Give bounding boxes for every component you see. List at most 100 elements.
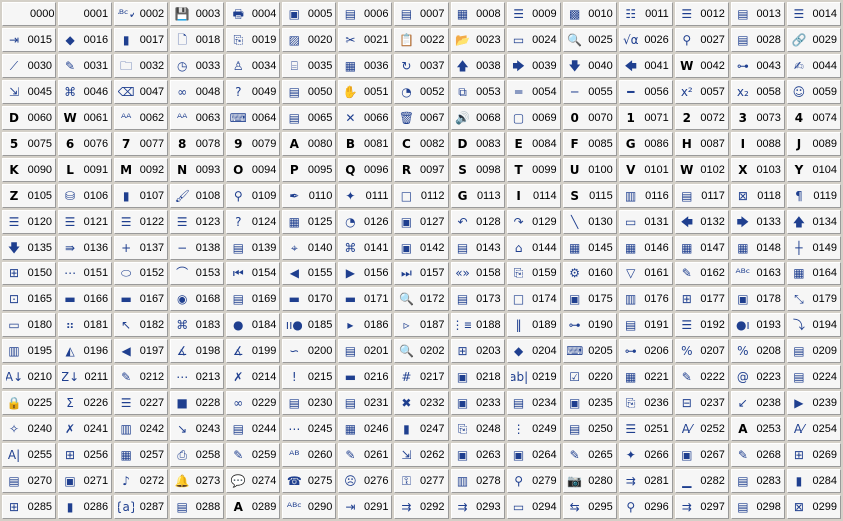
icon-cell-0104[interactable]: Y 0104 xyxy=(786,157,841,182)
icon-cell-0037[interactable]: ↻ 0037 xyxy=(394,53,449,78)
icon-cell-0182[interactable]: ↖ 0182 xyxy=(114,313,169,338)
icon-cell-0135[interactable]: 🡇 0135 xyxy=(2,235,57,260)
icon-cell-0071[interactable]: 1 0071 xyxy=(618,105,673,130)
icon-cell-0098[interactable]: S 0098 xyxy=(450,157,505,182)
icon-cell-0185[interactable]: ıı● 0185 xyxy=(282,313,337,338)
icon-cell-0061[interactable]: W 0061 xyxy=(58,105,113,130)
icon-cell-0030[interactable]: ⟋ 0030 xyxy=(2,53,57,78)
icon-cell-0168[interactable]: ◉ 0168 xyxy=(170,287,225,312)
icon-cell-0036[interactable]: ▦ 0036 xyxy=(338,53,393,78)
icon-cell-0112[interactable]: □ 0112 xyxy=(394,183,449,208)
icon-cell-0145[interactable]: ▦ 0145 xyxy=(562,235,617,260)
icon-cell-0105[interactable]: Z 0105 xyxy=(2,183,57,208)
icon-cell-0141[interactable]: ⌘ 0141 xyxy=(338,235,393,260)
icon-cell-0137[interactable]: +0137 xyxy=(114,235,169,260)
icon-cell-0296[interactable]: ⚲ 0296 xyxy=(618,495,673,519)
icon-cell-0258[interactable]: ⎙ 0258 xyxy=(170,443,225,468)
icon-cell-0102[interactable]: W 0102 xyxy=(674,157,729,182)
icon-cell-0250[interactable]: ▤ 0250 xyxy=(562,417,617,442)
icon-cell-0143[interactable]: ▤ 0143 xyxy=(450,235,505,260)
icon-cell-0081[interactable]: B 0081 xyxy=(338,131,393,156)
icon-cell-0149[interactable]: ┼ 0149 xyxy=(786,235,841,260)
icon-cell-0255[interactable]: A| 0255 xyxy=(2,443,57,468)
icon-cell-0016[interactable]: ◆ 0016 xyxy=(58,27,113,52)
icon-cell-0122[interactable]: ☰ 0122 xyxy=(114,209,169,234)
icon-cell-0131[interactable]: ▭ 0131 xyxy=(618,209,673,234)
icon-cell-0251[interactable]: ☰ 0251 xyxy=(618,417,673,442)
icon-cell-0009[interactable]: ☰ 0009 xyxy=(506,2,561,26)
icon-cell-0060[interactable]: D 0060 xyxy=(2,105,57,130)
icon-cell-0166[interactable]: ▬ 0166 xyxy=(58,287,113,312)
icon-cell-0007[interactable]: ▤ 0007 xyxy=(394,2,449,26)
icon-cell-0004[interactable]: 🖶 0004 xyxy=(226,2,281,26)
icon-cell-0041[interactable]: 🡄 0041 xyxy=(618,53,673,78)
icon-cell-0288[interactable]: ▤ 0288 xyxy=(170,495,225,519)
icon-cell-0121[interactable]: ☰ 0121 xyxy=(58,209,113,234)
icon-cell-0192[interactable]: ☰ 0192 xyxy=(674,313,729,338)
icon-cell-0026[interactable]: √α 0026 xyxy=(618,27,673,52)
icon-cell-0218[interactable]: ▣ 0218 xyxy=(450,365,505,390)
icon-cell-0150[interactable]: ⊞ 0150 xyxy=(2,261,57,286)
icon-cell-0173[interactable]: ▤ 0173 xyxy=(450,287,505,312)
icon-cell-0281[interactable]: ⇉ 0281 xyxy=(618,469,673,494)
icon-cell-0065[interactable]: ▤ 0065 xyxy=(282,105,337,130)
icon-cell-0196[interactable]: ◭ 0196 xyxy=(58,339,113,364)
icon-cell-0254[interactable]: A⁄ 0254 xyxy=(786,417,841,442)
icon-cell-0207[interactable]: % 0207 xyxy=(674,339,729,364)
icon-cell-0152[interactable]: ⬭ 0152 xyxy=(114,261,169,286)
icon-cell-0019[interactable]: ⎘ 0019 xyxy=(226,27,281,52)
icon-cell-0183[interactable]: ⌘ 0183 xyxy=(170,313,225,338)
icon-cell-0163[interactable]: ᴬᴮᶜ 0163 xyxy=(730,261,785,286)
icon-cell-0144[interactable]: ⌂ 0144 xyxy=(506,235,561,260)
icon-cell-0298[interactable]: ▤ 0298 xyxy=(730,495,785,519)
icon-cell-0236[interactable]: ⎘ 0236 xyxy=(618,391,673,416)
icon-cell-0259[interactable]: ✎ 0259 xyxy=(226,443,281,468)
icon-cell-0289[interactable]: A 0289 xyxy=(226,495,281,519)
icon-cell-0078[interactable]: 8 0078 xyxy=(170,131,225,156)
icon-cell-0278[interactable]: ▥ 0278 xyxy=(450,469,505,494)
icon-cell-0179[interactable]: ⤡ 0179 xyxy=(786,287,841,312)
icon-cell-0195[interactable]: ▥ 0195 xyxy=(2,339,57,364)
icon-cell-0239[interactable]: ▶ 0239 xyxy=(786,391,841,416)
icon-cell-0101[interactable]: V 0101 xyxy=(618,157,673,182)
icon-cell-0074[interactable]: 4 0074 xyxy=(786,105,841,130)
icon-cell-0299[interactable]: ⊠ 0299 xyxy=(786,495,841,519)
icon-cell-0033[interactable]: ◷ 0033 xyxy=(170,53,225,78)
icon-cell-0032[interactable]: 🗀 0032 xyxy=(114,53,169,78)
icon-cell-0244[interactable]: ▤ 0244 xyxy=(226,417,281,442)
icon-cell-0241[interactable]: ✗ 0241 xyxy=(58,417,113,442)
icon-cell-0297[interactable]: ⇉ 0297 xyxy=(674,495,729,519)
icon-cell-0003[interactable]: 💾 0003 xyxy=(170,2,225,26)
icon-cell-0017[interactable]: ▮ 0017 xyxy=(114,27,169,52)
icon-cell-0177[interactable]: ⊞ 0177 xyxy=(674,287,729,312)
icon-cell-0142[interactable]: ▣ 0142 xyxy=(394,235,449,260)
icon-cell-0110[interactable]: ✒ 0110 xyxy=(282,183,337,208)
icon-cell-0257[interactable]: ▦ 0257 xyxy=(114,443,169,468)
icon-cell-0085[interactable]: F 0085 xyxy=(562,131,617,156)
icon-cell-0282[interactable]: ▁ 0282 xyxy=(674,469,729,494)
icon-cell-0139[interactable]: ▤ 0139 xyxy=(226,235,281,260)
icon-cell-0047[interactable]: ⌫ 0047 xyxy=(114,79,169,104)
icon-cell-0128[interactable]: ↶ 0128 xyxy=(450,209,505,234)
icon-cell-0126[interactable]: ◔ 0126 xyxy=(338,209,393,234)
icon-cell-0020[interactable]: ▨ 0020 xyxy=(282,27,337,52)
icon-cell-0080[interactable]: A 0080 xyxy=(282,131,337,156)
icon-cell-0129[interactable]: ↷ 0129 xyxy=(506,209,561,234)
icon-cell-0028[interactable]: ▤ 0028 xyxy=(730,27,785,52)
icon-cell-0164[interactable]: ▦ 0164 xyxy=(786,261,841,286)
icon-cell-0238[interactable]: ↙ 0238 xyxy=(730,391,785,416)
icon-cell-0230[interactable]: ▤ 0230 xyxy=(282,391,337,416)
icon-cell-0188[interactable]: ⋮≡ 0188 xyxy=(450,313,505,338)
icon-cell-0073[interactable]: 3 0073 xyxy=(730,105,785,130)
icon-cell-0167[interactable]: ▬ 0167 xyxy=(114,287,169,312)
icon-cell-0010[interactable]: ▩ 0010 xyxy=(562,2,617,26)
icon-cell-0294[interactable]: ▭ 0294 xyxy=(506,495,561,519)
icon-cell-0001[interactable]: 0001 xyxy=(58,2,113,26)
icon-cell-0234[interactable]: ▤ 0234 xyxy=(506,391,561,416)
icon-cell-0201[interactable]: ▤ 0201 xyxy=(338,339,393,364)
icon-cell-0046[interactable]: ⌘ 0046 xyxy=(58,79,113,104)
icon-cell-0270[interactable]: ▤ 0270 xyxy=(2,469,57,494)
icon-cell-0049[interactable]: ? 0049 xyxy=(226,79,281,104)
icon-cell-0011[interactable]: ☷ 0011 xyxy=(618,2,673,26)
icon-cell-0211[interactable]: Z↓ 0211 xyxy=(58,365,113,390)
